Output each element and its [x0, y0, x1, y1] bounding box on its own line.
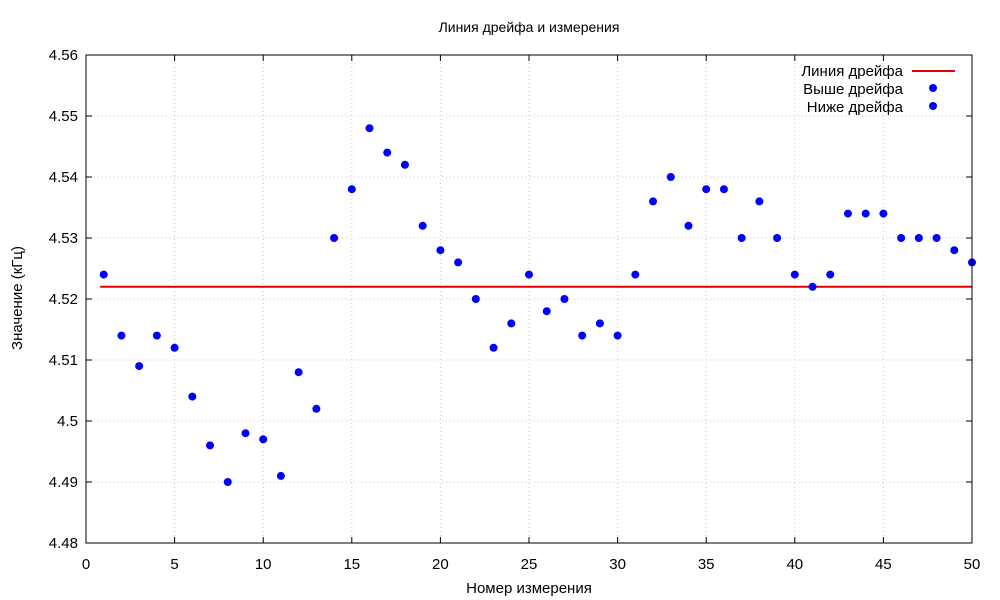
point-below	[578, 331, 587, 340]
x-tick-label: 10	[255, 556, 272, 573]
x-tick-label: 50	[964, 556, 981, 573]
y-tick-label: 4.54	[49, 169, 78, 186]
point-above	[826, 270, 835, 279]
point-above	[649, 197, 658, 206]
x-ticks: 0 5 10 15 20 25 30 35 40 45 50	[82, 55, 981, 573]
point-above	[666, 173, 675, 181]
point-above	[879, 209, 888, 218]
point-above	[383, 148, 392, 157]
point-below	[489, 343, 498, 352]
point-above	[702, 185, 711, 194]
point-above	[861, 209, 870, 218]
x-tick-label: 40	[786, 556, 803, 573]
point-above	[684, 221, 693, 230]
point-above	[436, 246, 445, 255]
y-tick-label: 4.5	[57, 413, 78, 430]
point-below	[595, 319, 604, 328]
point-below	[294, 368, 303, 377]
point-above	[631, 270, 640, 279]
point-below	[188, 392, 197, 401]
point-below	[170, 343, 179, 352]
point-above	[737, 234, 746, 242]
point-above	[400, 160, 409, 169]
legend-label-above: Выше дрейфа	[803, 81, 903, 98]
point-above	[897, 234, 906, 242]
grid	[86, 55, 972, 543]
y-tick-label: 4.52	[49, 291, 78, 308]
point-below	[276, 471, 285, 480]
point-below	[613, 331, 622, 340]
point-above	[773, 234, 782, 242]
point-below	[808, 282, 817, 291]
point-below	[206, 441, 215, 450]
plot-frame	[85, 54, 973, 544]
point-above	[914, 234, 923, 242]
point-above	[790, 270, 799, 279]
legend-marker-above	[929, 84, 937, 92]
y-tick-label: 4.51	[49, 352, 78, 369]
y-tick-label: 4.49	[49, 474, 78, 491]
point-above	[347, 185, 356, 194]
point-below	[507, 319, 516, 328]
point-above	[719, 185, 728, 194]
x-tick-label: 0	[82, 556, 90, 573]
point-above	[365, 124, 374, 133]
point-above	[330, 234, 339, 242]
point-below	[259, 435, 268, 444]
point-above	[99, 270, 108, 279]
legend-marker-below	[929, 102, 937, 110]
point-above	[525, 270, 533, 279]
legend-label-drift: Линия дрейфа	[801, 63, 903, 80]
y-tick-label: 4.48	[49, 535, 78, 552]
point-below	[135, 362, 144, 371]
x-tick-label: 20	[432, 556, 449, 573]
x-axis-label: Номер измерения	[466, 580, 592, 597]
chart-title: Линия дрейфа и измерения	[439, 19, 620, 35]
point-below	[312, 404, 321, 413]
legend: Линия дрейфа Выше дрейфа Ниже дрейфа	[801, 63, 955, 116]
y-tick-label: 4.53	[49, 230, 78, 247]
x-tick-label: 5	[170, 556, 178, 573]
point-above	[843, 209, 852, 218]
point-below	[223, 478, 232, 486]
point-below	[542, 307, 551, 316]
point-below	[560, 295, 569, 303]
legend-label-below: Ниже дрейфа	[807, 99, 904, 116]
point-below	[117, 331, 126, 340]
y-ticks: 4.48 4.49 4.5 4.51 4.52 4.53 4.54 4.55 4.56	[49, 47, 972, 552]
x-tick-label: 35	[698, 556, 715, 573]
x-tick-label: 15	[343, 556, 360, 573]
y-tick-label: 4.56	[49, 47, 78, 64]
y-tick-label: 4.55	[49, 108, 78, 125]
series	[99, 124, 976, 486]
point-below	[241, 429, 250, 438]
point-below	[471, 295, 480, 303]
x-tick-label: 25	[521, 556, 538, 573]
x-tick-label: 30	[609, 556, 626, 573]
point-above	[755, 197, 764, 206]
point-below	[152, 331, 161, 340]
point-above	[418, 221, 427, 230]
y-axis-label: Значение (кГц)	[9, 246, 26, 350]
x-tick-label: 45	[875, 556, 892, 573]
point-above	[454, 258, 463, 267]
point-above	[932, 234, 941, 242]
point-above	[950, 246, 959, 255]
